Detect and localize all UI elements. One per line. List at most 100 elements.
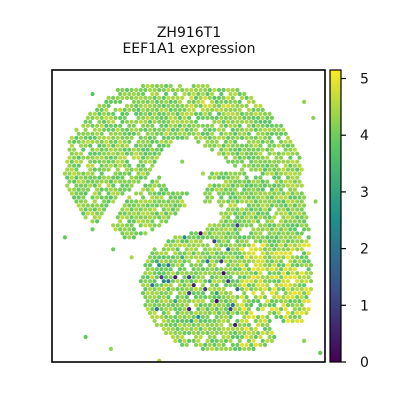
expression-spot	[207, 143, 212, 148]
expression-spot	[143, 295, 148, 300]
expression-spot	[297, 171, 302, 176]
expression-spot	[260, 235, 265, 240]
expression-spot	[306, 227, 311, 232]
expression-spot	[258, 263, 263, 268]
expression-spot	[152, 279, 157, 284]
expression-spot	[281, 183, 286, 188]
expression-spot	[180, 287, 185, 292]
expression-spot	[304, 239, 309, 244]
expression-spot	[136, 203, 141, 208]
expression-spot	[265, 330, 270, 336]
expression-spot	[230, 151, 235, 156]
expression-spot	[269, 330, 274, 336]
expression-spot	[108, 179, 113, 184]
expression-spot	[72, 139, 77, 144]
expression-spot	[67, 139, 72, 144]
expression-spot	[223, 139, 228, 144]
expression-spot	[237, 115, 242, 120]
expression-spot	[207, 310, 212, 316]
expression-spot	[253, 183, 258, 188]
expression-spot	[244, 223, 249, 228]
expression-spot	[115, 127, 120, 132]
expression-spot	[262, 167, 268, 172]
expression-spot	[221, 223, 226, 228]
expression-spot	[249, 279, 254, 284]
expression-spot	[304, 255, 309, 260]
expression-spot	[216, 111, 222, 116]
expression-spot	[285, 159, 291, 164]
expression-spot	[124, 87, 130, 93]
expression-spot	[120, 207, 125, 212]
expression-spot	[295, 159, 300, 164]
expression-spot	[281, 318, 286, 324]
expression-spot	[219, 243, 224, 248]
expression-spot	[115, 135, 120, 140]
expression-spot	[164, 211, 169, 216]
expression-spot	[168, 203, 173, 208]
expression-spot	[262, 279, 268, 284]
expression-spot	[295, 231, 300, 236]
expression-spot	[230, 119, 235, 124]
expression-spot	[81, 203, 86, 208]
expression-spot	[223, 131, 228, 136]
expression-spot	[297, 203, 302, 208]
expression-spot	[200, 131, 205, 136]
expression-spot	[279, 123, 284, 128]
expression-spot	[118, 147, 123, 152]
expression-spot	[141, 123, 146, 128]
expression-spot	[239, 159, 245, 164]
expression-spot	[281, 151, 286, 156]
expression-spot	[219, 227, 224, 232]
expression-spot	[283, 307, 288, 312]
expression-spot	[157, 191, 162, 196]
expression-spot	[214, 171, 219, 176]
expression-spot	[161, 119, 166, 124]
expression-spot	[235, 318, 240, 324]
expression-spot	[205, 187, 210, 192]
expression-spot	[251, 107, 256, 112]
expression-spot	[237, 131, 242, 136]
expression-spot	[138, 207, 143, 212]
expression-spot	[113, 139, 118, 144]
expression-spot	[239, 318, 245, 324]
expression-spot	[221, 143, 226, 148]
expression-spot	[198, 303, 203, 308]
expression-spot	[233, 307, 238, 312]
expression-spot	[164, 91, 169, 97]
expression-spot	[290, 207, 295, 212]
expression-spot	[166, 95, 171, 100]
expression-spot	[170, 111, 176, 116]
expression-spot	[265, 131, 270, 136]
expression-spot	[95, 219, 100, 224]
expression-spot	[239, 95, 245, 100]
expression-spot	[136, 163, 141, 168]
expression-spot	[136, 115, 141, 120]
expression-spot	[180, 239, 185, 244]
expression-spot	[193, 239, 199, 244]
expression-spot	[226, 175, 231, 180]
expression-spot	[260, 203, 265, 208]
expression-spot	[136, 219, 141, 224]
expression-spot	[161, 87, 166, 93]
expression-spot	[233, 195, 238, 200]
expression-spot	[214, 107, 219, 112]
expression-spot	[78, 183, 84, 188]
expression-spot	[161, 310, 166, 316]
expression-spot	[159, 283, 164, 288]
expression-spot	[180, 199, 185, 204]
expression-spot	[256, 227, 261, 232]
expression-spot	[228, 330, 233, 336]
expression-spot	[88, 159, 93, 164]
expression-spot	[285, 143, 291, 148]
expression-spot	[145, 211, 150, 216]
expression-spot	[283, 267, 288, 272]
expression-spot	[265, 251, 270, 256]
expression-spot	[223, 243, 228, 248]
expression-spot	[253, 199, 258, 204]
chart-title-line2: EEF1A1 expression	[122, 41, 255, 57]
expression-spot	[81, 139, 86, 144]
expression-spot	[189, 279, 194, 284]
expression-spot	[242, 307, 247, 312]
expression-spot	[288, 187, 293, 192]
expression-spot	[290, 199, 295, 204]
